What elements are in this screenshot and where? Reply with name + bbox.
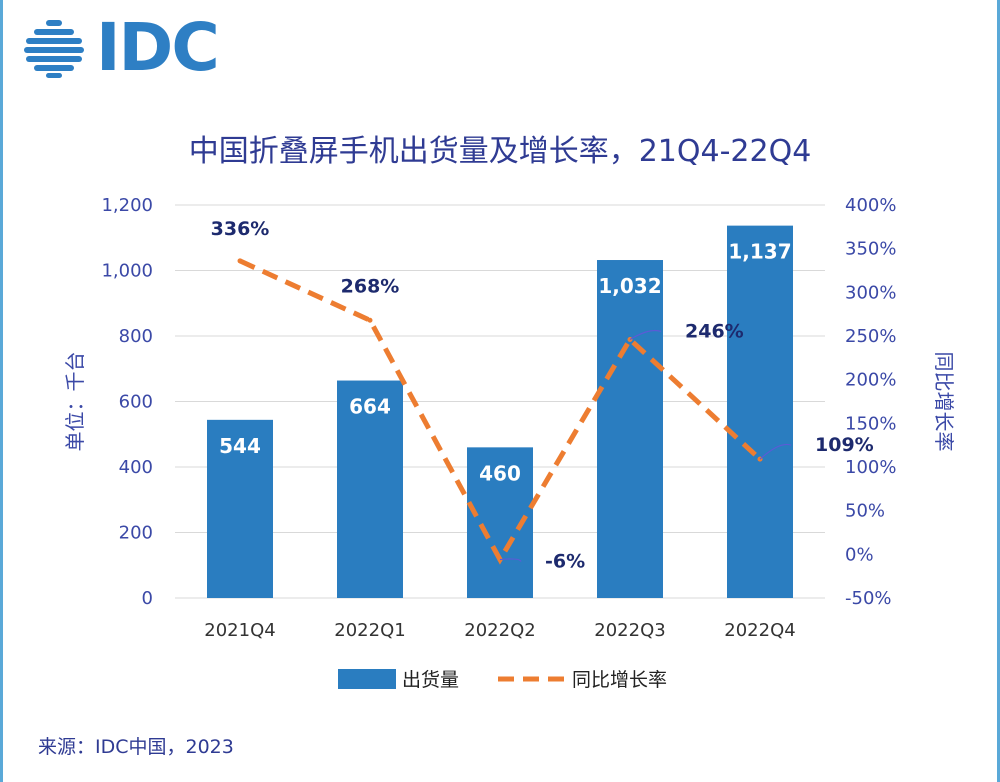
bar-value-label: 1,032 xyxy=(598,274,661,298)
growth-rate-label: 109% xyxy=(815,434,874,456)
growth-rate-point xyxy=(367,317,373,323)
y-tick-left: 1,200 xyxy=(101,195,153,216)
growth-rate-label: -6% xyxy=(545,551,585,573)
legend-swatch-bar xyxy=(338,669,396,689)
y-tick-right: -50% xyxy=(845,588,892,609)
y-tick-right: 350% xyxy=(845,239,896,260)
y-tick-right: 0% xyxy=(845,544,874,565)
x-tick-label: 2022Q2 xyxy=(464,620,535,641)
legend-label-bar: 出货量 xyxy=(402,669,459,691)
y-tick-right: 100% xyxy=(845,457,896,478)
bar xyxy=(597,260,663,598)
y-axis-title-left: 单位：千台 xyxy=(63,352,87,452)
x-tick-label: 2022Q3 xyxy=(594,620,665,641)
bar-value-label: 664 xyxy=(349,395,391,419)
growth-rate-point xyxy=(237,258,243,264)
globe-icon xyxy=(24,20,84,78)
y-tick-right: 50% xyxy=(845,501,885,522)
source-note: 来源：IDC中国，2023 xyxy=(38,736,234,758)
x-tick-label: 2021Q4 xyxy=(204,620,275,641)
label-leader-line xyxy=(629,329,662,341)
bar-value-label: 544 xyxy=(219,434,261,458)
bar-value-label: 460 xyxy=(479,461,521,485)
y-tick-right: 200% xyxy=(845,370,896,391)
bar-value-label: 1,137 xyxy=(728,240,791,264)
growth-rate-label: 246% xyxy=(685,320,744,342)
x-tick-label: 2022Q1 xyxy=(334,620,405,641)
idc-logo: IDC xyxy=(20,9,220,86)
y-tick-right: 250% xyxy=(845,326,896,347)
y-tick-left: 1,000 xyxy=(101,261,153,282)
y-tick-left: 600 xyxy=(119,392,153,413)
label-leader-line xyxy=(499,558,522,562)
y-axis-title-right: 同比增长率 xyxy=(932,352,956,452)
legend-label-line: 同比增长率 xyxy=(572,669,667,691)
logo-text: IDC xyxy=(96,9,220,86)
chart-title: 中国折叠屏手机出货量及增长率，21Q4-22Q4 xyxy=(188,134,812,169)
x-tick-label: 2022Q4 xyxy=(724,620,795,641)
growth-rate-label: 268% xyxy=(341,275,400,297)
growth-rate-label: 336% xyxy=(211,218,270,240)
y-tick-right: 400% xyxy=(845,195,896,216)
y-tick-left: 400 xyxy=(119,457,153,478)
y-tick-left: 200 xyxy=(119,523,153,544)
label-leader-line xyxy=(759,443,792,460)
y-tick-left: 800 xyxy=(119,326,153,347)
y-tick-right: 150% xyxy=(845,413,896,434)
y-tick-right: 300% xyxy=(845,282,896,303)
bar xyxy=(207,419,273,598)
y-tick-left: 0 xyxy=(142,588,153,609)
bar xyxy=(727,225,793,598)
bar xyxy=(337,380,403,598)
